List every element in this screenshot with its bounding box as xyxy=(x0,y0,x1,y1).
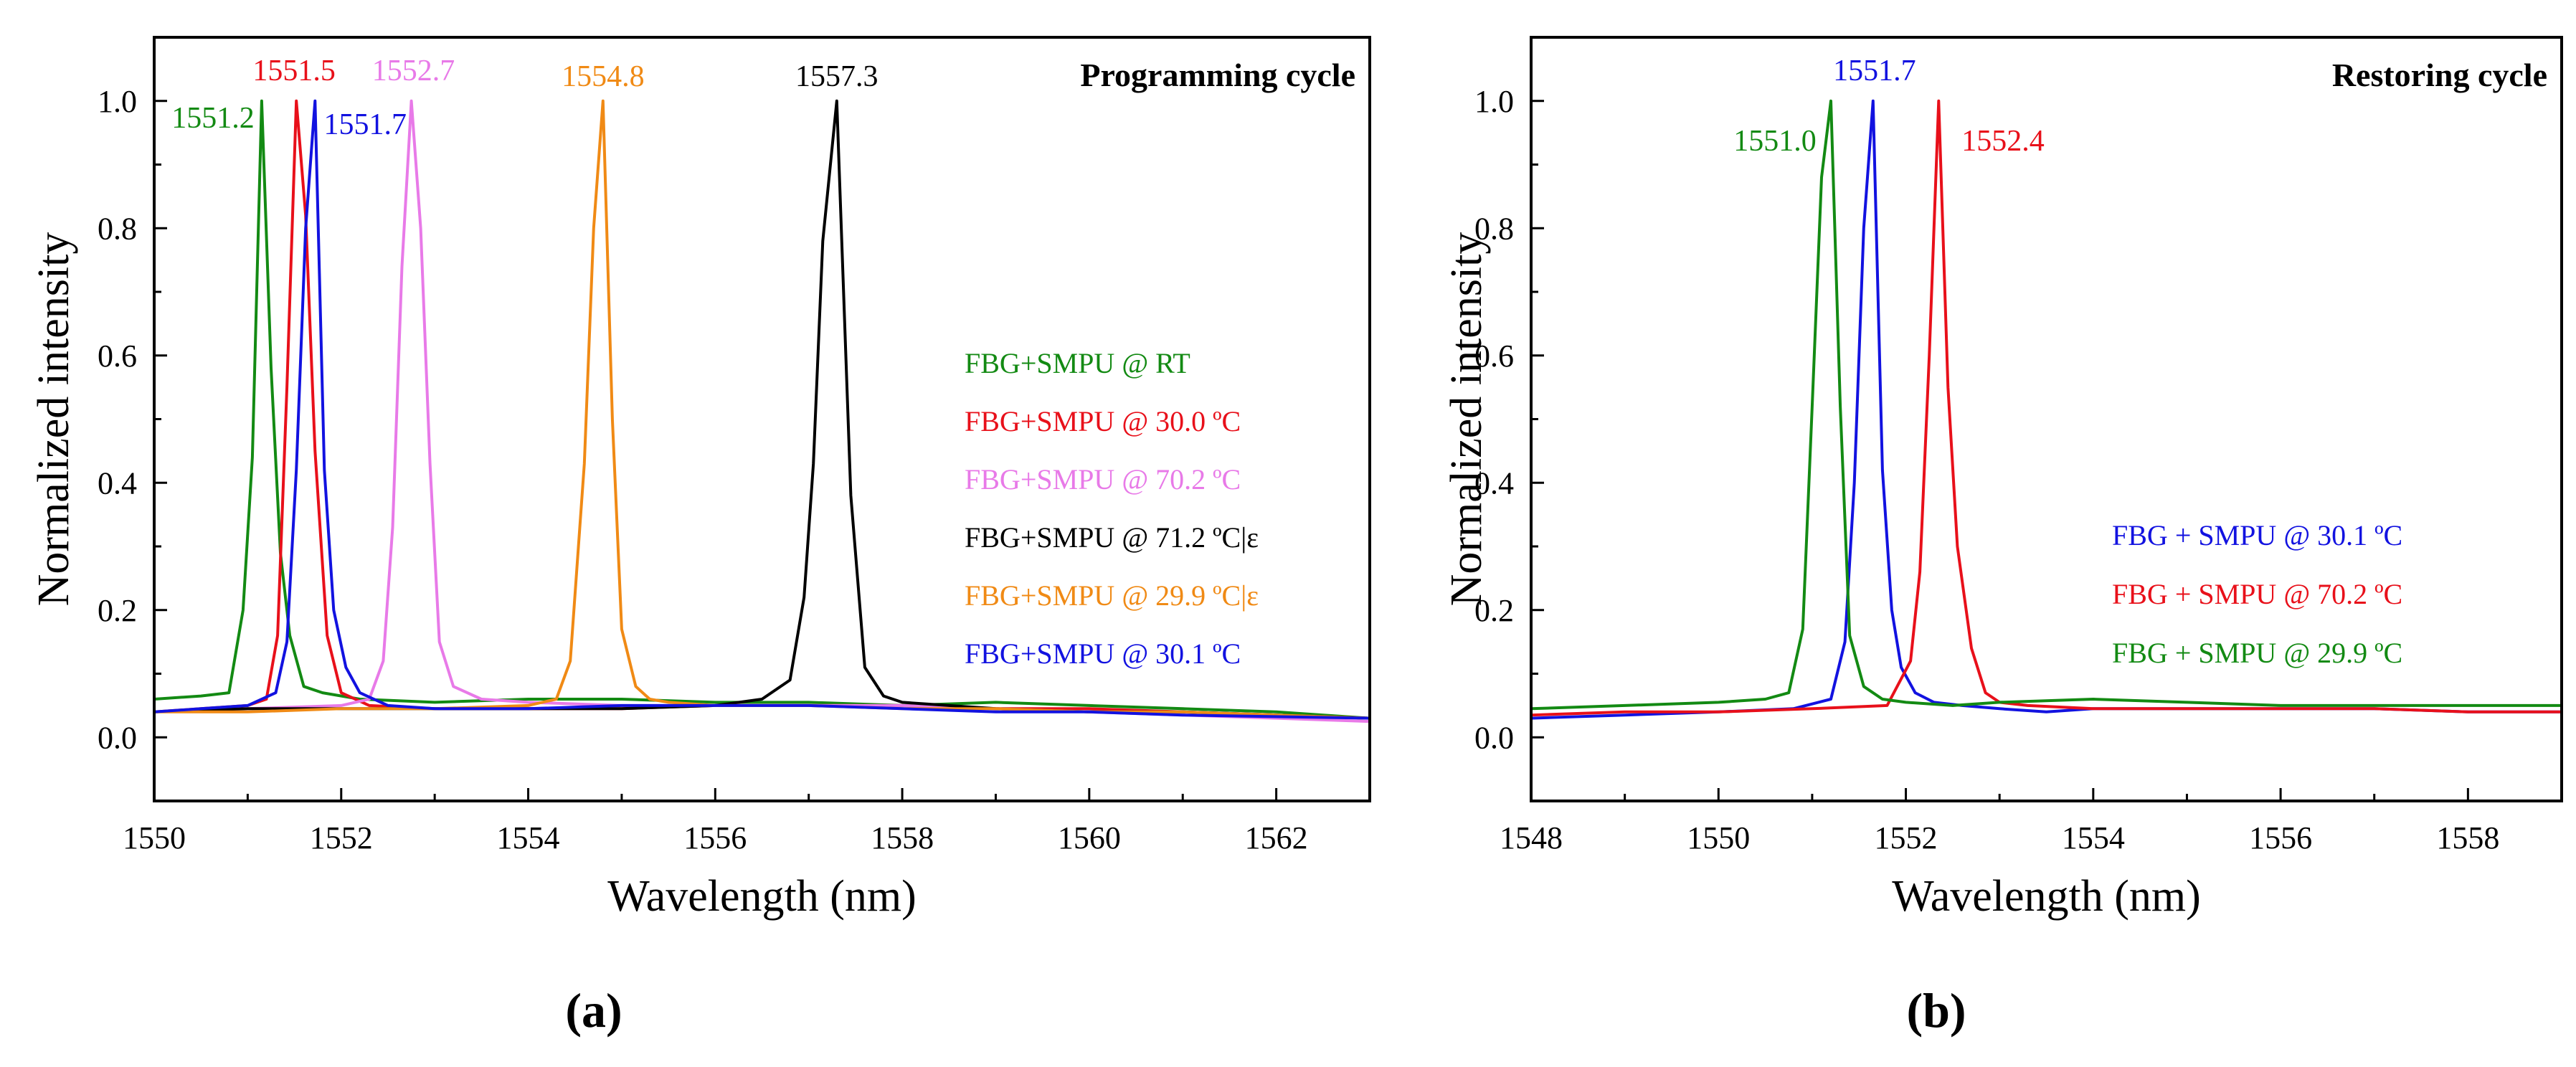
chart-a-peak-label: 1551.7 xyxy=(324,108,407,141)
chart-a-x-tick-label: 1554 xyxy=(497,820,560,855)
chart-a-peak-labels: 1551.2 1551.5 1552.7 1557.3 1554.8 1551.7 xyxy=(171,54,878,141)
chart-b-y-tick-label: 0.0 xyxy=(1474,720,1514,755)
chart-a-legend-entry: FBG+SMPU @ 30.1 ºC xyxy=(965,637,1241,670)
chart-a-x-tick-label: 1552 xyxy=(310,820,373,855)
chart-b-x-axis-label: Wavelength (nm) xyxy=(1892,872,2201,921)
chart-b-y-tick-label: 0.8 xyxy=(1474,211,1514,246)
chart-panel-b: 1548 1550 1552 1554 1556 1558 0.0 0.2 0.4 0.6 0.8… xyxy=(1442,36,2563,1038)
chart-b-peak-labels: 1551.7 1552.4 1551.0 xyxy=(1733,54,2044,158)
chart-a-x-axis-label: Wavelength (nm) xyxy=(607,872,917,921)
chart-a-legend-entry: FBG+SMPU @ 30.0 ºC xyxy=(965,405,1241,437)
chart-b-legend: FBG + SMPU @ 30.1 ºC FBG + SMPU @ 70.2 ºC… xyxy=(2112,519,2402,669)
chart-a-x-tick-label: 1556 xyxy=(683,820,747,855)
chart-a-peak-label: 1557.3 xyxy=(795,60,879,93)
chart-a-x-tick-label: 1550 xyxy=(123,820,186,855)
chart-b-x-tick-label: 1548 xyxy=(1500,820,1563,855)
chart-b-peak-label: 1551.7 xyxy=(1833,54,1916,87)
chart-b-y-tick-label: 1.0 xyxy=(1474,84,1514,119)
chart-a-x-tick-label: 1562 xyxy=(1245,820,1308,855)
chart-b-panel-label: (b) xyxy=(1906,983,1966,1038)
chart-b-y-tick-label: 0.4 xyxy=(1474,465,1514,501)
chart-a-x-tick-label: 1560 xyxy=(1058,820,1121,855)
chart-b-y-tick-label: 0.2 xyxy=(1474,593,1514,628)
chart-a-panel-label: (a) xyxy=(565,983,622,1038)
chart-a-legend-entry: FBG+SMPU @ 71.2 ºC|ε xyxy=(965,521,1259,554)
chart-b-legend-entry: FBG + SMPU @ 70.2 ºC xyxy=(2112,578,2402,610)
chart-b-y-axis: 0.0 0.2 0.4 0.6 0.8 1.0 xyxy=(1474,36,1544,802)
chart-b-x-tick-label: 1556 xyxy=(2249,820,2312,855)
chart-a-legend-entry: FBG+SMPU @ 29.9 ºC|ε xyxy=(965,579,1259,612)
chart-a-peak-label: 1551.5 xyxy=(252,54,336,87)
chart-a-legend-entry: FBG+SMPU @ RT xyxy=(965,347,1190,379)
chart-a-y-tick-label: 0.0 xyxy=(98,720,137,755)
chart-a-y-tick-label: 0.6 xyxy=(98,338,137,374)
chart-panel-a: 1550 1552 1554 1556 1558 1560 1562 0.00.20.40.… xyxy=(29,36,1371,1038)
chart-a-y-axis: 0.0 0.2 0.4 0.6 0.8 1.0 xyxy=(98,36,167,802)
chart-b-x-tick-label: 1550 xyxy=(1687,820,1750,855)
chart-b-y-axis-label: Normalized intensity xyxy=(1442,232,1491,607)
chart-a-y-tick-label: 0.2 xyxy=(98,593,137,628)
chart-a-title: Programming cycle xyxy=(1080,57,1355,93)
chart-a-legend: FBG+SMPU @ RT FBG+SMPU @ 30.0 ºC FBG+SMPU … xyxy=(965,347,1259,670)
chart-a-y-tick-label: 0.4 xyxy=(98,465,137,501)
chart-b-series-line xyxy=(1531,99,2562,717)
chart-a-y-tick-label: 1.0 xyxy=(98,84,137,119)
chart-a-legend-entry: FBG+SMPU @ 70.2 ºC xyxy=(965,463,1241,495)
chart-b-x-tick-label: 1558 xyxy=(2436,820,2499,855)
chart-b-peak-label: 1552.4 xyxy=(1961,125,2045,158)
chart-a-series-line xyxy=(154,99,1370,720)
chart-b-series-lines xyxy=(1531,99,2562,720)
chart-a-peak-label: 1551.2 xyxy=(171,102,255,135)
chart-a-series-line xyxy=(154,99,1370,720)
chart-b-legend-entry: FBG + SMPU @ 29.9 ºC xyxy=(2112,637,2402,669)
chart-a-peak-label: 1554.8 xyxy=(562,60,645,93)
chart-a-y-tick-label: 0.8 xyxy=(98,211,137,246)
chart-b-x-axis: 1548 1550 1552 1554 1556 1558 xyxy=(1500,788,2563,855)
chart-a-x-axis: 1550 1552 1554 1556 1558 1560 1562 xyxy=(123,788,1371,855)
chart-b-peak-label: 1551.0 xyxy=(1733,125,1817,158)
chart-a-y-axis-label: Normalized intensity xyxy=(29,232,78,607)
chart-a-series-line xyxy=(154,99,1370,720)
chart-a-x-tick-label: 1558 xyxy=(871,820,934,855)
chart-b-x-tick-label: 1554 xyxy=(2062,820,2125,855)
chart-b-title: Restoring cycle xyxy=(2332,57,2547,93)
chart-b-x-tick-label: 1552 xyxy=(1875,820,1938,855)
chart-b-series-line xyxy=(1531,99,2562,711)
chart-a-series-lines xyxy=(154,99,1370,724)
chart-b-legend-entry: FBG + SMPU @ 30.1 ºC xyxy=(2112,519,2402,551)
chart-a-peak-label: 1552.7 xyxy=(372,54,455,87)
chart-b-y-tick-label: 0.6 xyxy=(1474,338,1514,374)
